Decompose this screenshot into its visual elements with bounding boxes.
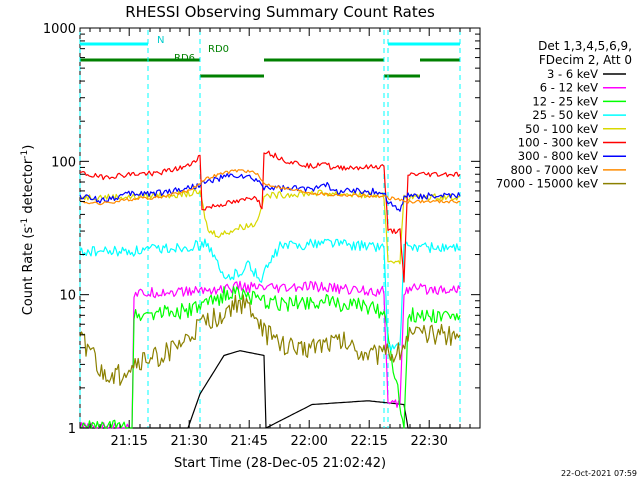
annotation-rd0: RD0 xyxy=(208,44,229,55)
y-axis-label: Count Rate (s-1 detector-1) xyxy=(20,145,36,316)
series-6-12 xyxy=(79,280,461,429)
x-tick-label: 21:30 xyxy=(170,434,207,449)
x-tick-label: 22:30 xyxy=(410,434,447,449)
x-tick-label: 22:00 xyxy=(290,434,327,449)
series-100-300 xyxy=(79,150,461,283)
annotation-rd6: RD6 xyxy=(174,53,195,64)
x-axis-label: Start Time (28-Dec-05 21:02:42) xyxy=(174,456,386,471)
y-tick-label: 1 xyxy=(68,422,76,437)
legend-label-800-7000: 800 - 7000 keV xyxy=(510,163,598,177)
chart-title: RHESSI Observing Summary Count Rates xyxy=(125,3,435,21)
x-tick-label: 21:15 xyxy=(110,434,147,449)
y-tick-label: 1000 xyxy=(43,22,76,37)
series-50-100 xyxy=(79,189,461,265)
legend-header-2: FDecim 2, Att 0 xyxy=(539,53,632,67)
y-label-sup2: -1 xyxy=(20,150,30,159)
series-800-7000 xyxy=(79,169,460,206)
annotation-n: N xyxy=(157,35,164,46)
series-7000-15000 xyxy=(79,294,461,386)
legend-label-3-6: 3 - 6 keV xyxy=(547,67,598,81)
legend-label-12-25: 12 - 25 keV xyxy=(532,94,598,108)
x-tick-label: 22:15 xyxy=(350,434,387,449)
y-tick-label: 100 xyxy=(51,155,76,170)
legend: Det 1,3,4,5,6,9, FDecim 2, Att 0 3 - 6 k… xyxy=(496,39,632,191)
axis-ticks: 21:15 21:30 21:45 22:00 22:15 22:30 1 10 100 1000 xyxy=(43,22,481,449)
observing-state-bars xyxy=(80,42,460,78)
legend-label-25-50: 25 - 50 keV xyxy=(532,108,598,122)
legend-label-6-12: 6 - 12 keV xyxy=(540,81,598,95)
series-300-800 xyxy=(79,173,461,212)
legend-header-1: Det 1,3,4,5,6,9, xyxy=(538,39,632,53)
y-label-main: Count Rate (s xyxy=(21,227,36,316)
legend-label-50-100: 50 - 100 keV xyxy=(525,122,598,136)
y-label-sup1: -1 xyxy=(20,218,30,227)
legend-label-300-800: 300 - 800 keV xyxy=(518,149,598,163)
x-tick-label: 21:45 xyxy=(230,434,267,449)
y-label-mid: detector xyxy=(21,158,36,218)
footer-timestamp: 22-Oct-2021 07:59 xyxy=(561,469,637,478)
legend-label-7000-15000: 7000 - 15000 keV xyxy=(496,177,598,191)
y-label-end: ) xyxy=(21,145,36,150)
series-lines xyxy=(79,150,461,429)
svg-text:Count Rate (s-1 detector-1): Count Rate (s-1 detector-1) xyxy=(20,145,36,316)
legend-label-100-300: 100 - 300 keV xyxy=(518,136,598,150)
series-12-25 xyxy=(79,286,461,429)
y-tick-label: 10 xyxy=(59,289,76,304)
